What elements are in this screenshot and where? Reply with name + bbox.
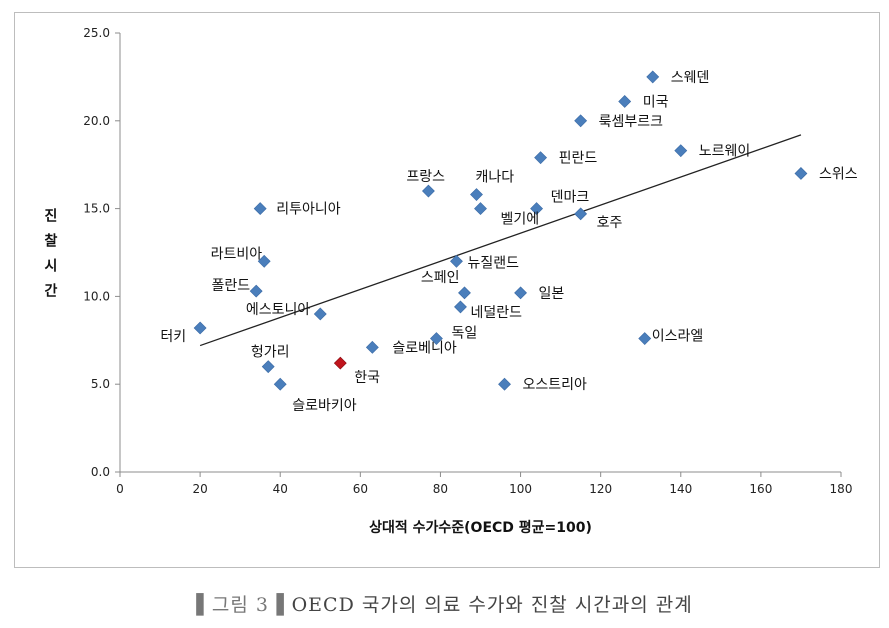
x-tick-label: 0 <box>116 482 124 496</box>
point-label: 오스트리아 <box>523 377 588 393</box>
point-label: 독일 <box>451 326 477 342</box>
point-label: 룩셈부르크 <box>599 114 664 130</box>
tick-labels: 0 20 40 60 80 100 120 140 160 180 0.0 5.0 10.0 15.0 20… <box>83 26 852 496</box>
data-point <box>530 202 544 216</box>
data-point <box>365 340 379 354</box>
x-tick-label: 160 <box>749 482 772 496</box>
data-point <box>253 202 267 216</box>
data-point <box>498 377 511 391</box>
axes <box>115 32 842 477</box>
data-point <box>273 377 287 391</box>
y-tick-label: 10.0 <box>83 289 110 303</box>
x-tick-label: 140 <box>669 482 692 496</box>
x-tick-label: 100 <box>509 482 532 496</box>
point-label: 덴마크 <box>551 190 590 206</box>
y-tick-label: 5.0 <box>91 377 110 391</box>
figure-caption: ▌그림 3▐ OECD 국가의 의료 수가와 진찰 시간과의 관계 <box>0 590 889 617</box>
point-label: 이스라엘 <box>652 329 704 345</box>
data-point <box>474 202 487 216</box>
y-tick-label: 25.0 <box>83 26 110 40</box>
x-tick-label: 80 <box>433 482 448 496</box>
point-label: 폴란드 <box>212 278 251 294</box>
data-point <box>333 356 347 370</box>
y-tick-label: 0.0 <box>91 465 110 479</box>
data-point <box>458 286 471 300</box>
data-point <box>454 300 467 314</box>
data-point <box>261 360 275 374</box>
point-label: 슬로베니아 <box>392 340 457 356</box>
point-label: 미국 <box>643 94 669 110</box>
data-point <box>313 307 327 321</box>
point-label: 스웨덴 <box>671 70 710 86</box>
data-point <box>249 284 263 298</box>
trendline-group <box>199 134 802 347</box>
point-label: 터키 <box>160 329 186 345</box>
data-point <box>618 95 632 108</box>
data-points <box>193 70 808 391</box>
point-label: 노르웨이 <box>699 144 751 160</box>
data-point <box>794 167 808 180</box>
data-point <box>674 144 688 158</box>
point-label: 스페인 <box>421 270 460 286</box>
point-label: 프랑스 <box>406 169 445 185</box>
caption-text: OECD 국가의 의료 수가와 진찰 시간과의 관계 <box>291 594 693 616</box>
point-label: 에스토니아 <box>246 302 311 318</box>
point-label: 호주 <box>597 215 623 231</box>
data-point <box>638 332 652 345</box>
data-point <box>646 70 660 84</box>
data-point <box>574 114 588 128</box>
point-label: 핀란드 <box>559 151 598 167</box>
data-point <box>450 254 463 268</box>
x-tick-label: 60 <box>353 482 368 496</box>
point-label: 슬로바키아 <box>292 398 357 414</box>
point-label: 뉴질랜드 <box>467 255 519 271</box>
y-tick-label: 20.0 <box>83 114 110 128</box>
data-point <box>430 332 443 345</box>
data-point <box>534 151 548 165</box>
point-label: 벨기에 <box>501 212 540 228</box>
point-label: 스위스 <box>819 166 858 182</box>
point-label: 라트비아 <box>211 246 263 262</box>
point-label: 캐나다 <box>475 170 514 186</box>
x-tick-label: 20 <box>192 482 207 496</box>
x-tick-label: 180 <box>830 482 853 496</box>
x-tick-label: 120 <box>589 482 612 496</box>
point-label: 네덜란드 <box>470 305 522 321</box>
caption-marker: ▌그림 3▐ <box>196 594 285 616</box>
point-label: 헝가리 <box>251 345 290 361</box>
y-tick-label: 15.0 <box>83 202 110 216</box>
data-point <box>574 207 588 221</box>
x-tick-label: 40 <box>273 482 288 496</box>
trendline <box>199 134 802 347</box>
point-label: 리투아니아 <box>276 202 341 218</box>
data-point <box>257 254 271 268</box>
data-point <box>193 321 207 335</box>
point-label: 일본 <box>539 286 565 302</box>
x-axis-title: 상대적 수가수준(OECD 평균=100) <box>369 519 592 536</box>
chart-frame: 0 20 40 60 80 100 120 140 160 180 0.0 5.0 10.0 15.0 20… <box>14 12 880 568</box>
data-point <box>514 286 527 300</box>
data-point <box>422 184 435 198</box>
scatter-plot: 0 20 40 60 80 100 120 140 160 180 0.0 5.0 10.0 15.0 20… <box>45 26 858 536</box>
data-point <box>470 188 483 201</box>
point-label: 한국 <box>354 370 380 386</box>
